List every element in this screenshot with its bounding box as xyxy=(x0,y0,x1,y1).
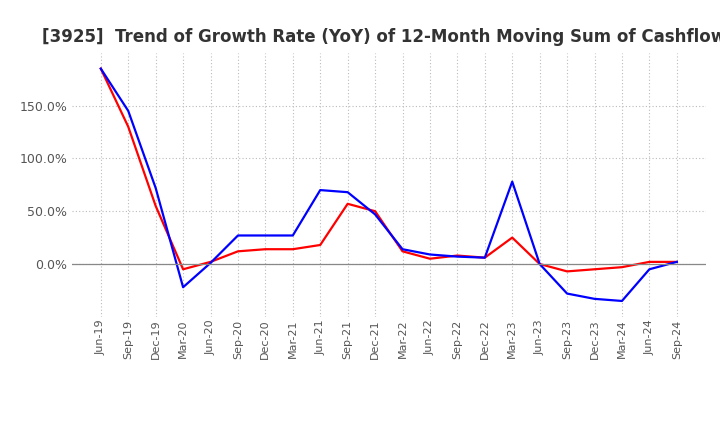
Free Cashflow xyxy=(206,260,215,266)
Free Cashflow xyxy=(124,108,132,114)
Free Cashflow xyxy=(398,246,407,252)
Operating Cashflow xyxy=(672,259,681,264)
Operating Cashflow xyxy=(371,209,379,214)
Free Cashflow xyxy=(508,179,516,184)
Operating Cashflow xyxy=(563,269,572,274)
Free Cashflow xyxy=(645,267,654,272)
Operating Cashflow xyxy=(426,256,434,261)
Free Cashflow xyxy=(563,291,572,296)
Free Cashflow xyxy=(426,252,434,257)
Operating Cashflow xyxy=(398,249,407,254)
Free Cashflow xyxy=(536,261,544,267)
Operating Cashflow xyxy=(233,249,242,254)
Operating Cashflow xyxy=(453,253,462,258)
Free Cashflow xyxy=(261,233,270,238)
Operating Cashflow xyxy=(96,66,105,71)
Operating Cashflow xyxy=(618,264,626,270)
Free Cashflow xyxy=(590,296,599,301)
Free Cashflow xyxy=(316,187,325,193)
Operating Cashflow xyxy=(151,203,160,209)
Operating Cashflow xyxy=(508,235,516,240)
Operating Cashflow xyxy=(124,124,132,129)
Title: [3925]  Trend of Growth Rate (YoY) of 12-Month Moving Sum of Cashflows: [3925] Trend of Growth Rate (YoY) of 12-… xyxy=(42,28,720,46)
Operating Cashflow xyxy=(316,242,325,248)
Free Cashflow xyxy=(289,233,297,238)
Free Cashflow xyxy=(96,66,105,71)
Operating Cashflow xyxy=(590,267,599,272)
Free Cashflow xyxy=(618,298,626,304)
Operating Cashflow xyxy=(289,246,297,252)
Operating Cashflow xyxy=(206,259,215,264)
Operating Cashflow xyxy=(261,246,270,252)
Operating Cashflow xyxy=(179,267,187,272)
Line: Operating Cashflow: Operating Cashflow xyxy=(101,69,677,271)
Free Cashflow xyxy=(672,259,681,264)
Operating Cashflow xyxy=(645,259,654,264)
Free Cashflow xyxy=(343,190,352,195)
Operating Cashflow xyxy=(343,201,352,206)
Free Cashflow xyxy=(151,185,160,191)
Free Cashflow xyxy=(179,285,187,290)
Free Cashflow xyxy=(371,212,379,217)
Operating Cashflow xyxy=(536,261,544,267)
Free Cashflow xyxy=(453,254,462,259)
Free Cashflow xyxy=(480,255,489,260)
Line: Free Cashflow: Free Cashflow xyxy=(101,69,677,301)
Operating Cashflow xyxy=(480,255,489,260)
Free Cashflow xyxy=(233,233,242,238)
